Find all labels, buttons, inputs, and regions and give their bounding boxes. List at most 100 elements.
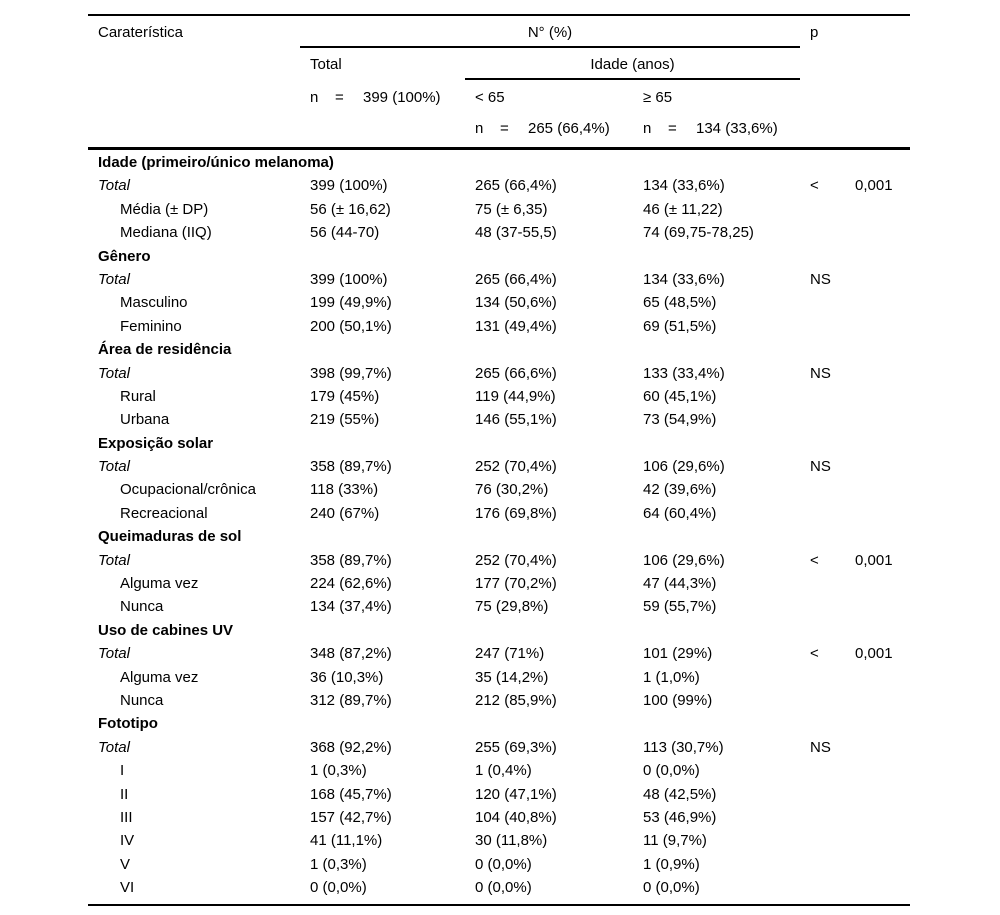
table-header: Caraterística N° (%) p Total Idade (anos… [88, 14, 910, 150]
cell-total: 1 (0,3%) [310, 855, 367, 873]
cell-lt65: 119 (44,9%) [475, 387, 556, 405]
p-value: NS [810, 458, 831, 476]
row-label: VI [120, 879, 135, 897]
cell-ge65: 42 (39,6%) [643, 481, 717, 499]
cell-ge65: 106 (29,6%) [643, 458, 725, 476]
cell-total: 41 (11,1%) [310, 832, 383, 850]
p-sign: < [810, 177, 819, 195]
p-value: 0,001 [855, 551, 893, 569]
p-value: 0,001 [855, 645, 893, 663]
cell-p-value [810, 291, 910, 314]
cell-lt65: 75 (29,8%) [475, 598, 549, 616]
p-value: 0,001 [855, 177, 893, 195]
row-label: Mediana (IIQ) [120, 224, 212, 242]
cell-lt65: 48 (37-55,5) [475, 224, 557, 242]
table-row: Total 399 (100%) 265 (66,4%) 134 (33,6%) NS [88, 268, 910, 291]
cell-lt65: 131 (49,4%) [475, 317, 557, 335]
cell-lt65: 176 (69,8%) [475, 504, 557, 522]
table-row: Média (± DP) 56 (± 16,62) 75 (± 6,35) 46 (±… [88, 198, 910, 221]
table-row: V 1 (0,3%) 0 (0,0%) 1 (0,9%) [88, 853, 910, 876]
lt65-n-symbol: n [475, 120, 484, 137]
row-label: Ocupacional/crônica [120, 481, 256, 499]
row-label: Masculino [120, 294, 188, 312]
cell-total: 358 (89,7%) [310, 551, 392, 569]
cell-lt65: 1 (0,4%) [475, 762, 532, 780]
col-header-p: p [810, 24, 819, 41]
cell-p-value [810, 876, 910, 899]
cell-total: 56 (± 16,62) [310, 200, 391, 218]
cell-total: 368 (92,2%) [310, 738, 392, 756]
cell-lt65: 146 (55,1%) [475, 411, 557, 429]
cell-total: 36 (10,3%) [310, 668, 384, 686]
table-row: Total 399 (100%) 265 (66,4%) 134 (33,6%) <0,… [88, 174, 910, 197]
cell-ge65: 74 (69,75-78,25) [643, 224, 754, 242]
cell-lt65: 76 (30,2%) [475, 481, 549, 499]
row-label: Nunca [120, 598, 164, 616]
cell-ge65: 59 (55,7%) [643, 598, 717, 616]
cell-total: 399 (100%) [310, 270, 388, 288]
cell-total: 398 (99,7%) [310, 364, 392, 382]
cell-lt65: 30 (11,8%) [475, 832, 548, 850]
section-title: Uso de cabines UV [98, 621, 234, 639]
cell-lt65: 265 (66,4%) [475, 177, 557, 195]
cell-ge65: 133 (33,4%) [643, 364, 725, 382]
cell-p-value: NS [810, 736, 910, 759]
row-label: Feminino [120, 317, 182, 335]
table-row: Total 358 (89,7%) 252 (70,4%) 106 (29,6%) NS [88, 455, 910, 478]
cell-ge65: 46 (± 11,22) [643, 200, 723, 218]
cell-lt65: 252 (70,4%) [475, 458, 557, 476]
row-label: II [120, 785, 129, 803]
cell-total: 358 (89,7%) [310, 458, 392, 476]
cell-lt65: 177 (70,2%) [475, 575, 557, 593]
row-label: Total [98, 177, 130, 195]
row-label: III [120, 808, 133, 826]
cell-ge65: 100 (99%) [643, 691, 713, 709]
cell-p-value [810, 853, 910, 876]
col-header-characteristic: Caraterística [98, 24, 184, 41]
row-label: Nunca [120, 691, 164, 709]
cell-p-value [810, 759, 910, 782]
cell-total: 240 (67%) [310, 504, 380, 522]
cell-p-value: NS [810, 362, 910, 385]
cell-ge65: 47 (44,3%) [643, 575, 717, 593]
cell-p-value [810, 666, 910, 689]
cell-ge65: 0 (0,0%) [643, 762, 700, 780]
cell-lt65: 265 (66,6%) [475, 364, 557, 382]
cell-total: 168 (45,7%) [310, 785, 392, 803]
cell-ge65: 106 (29,6%) [643, 551, 725, 569]
rule-under-idade-anos [465, 78, 800, 80]
table-row: Rural 179 (45%) 119 (44,9%) 60 (45,1%) [88, 385, 910, 408]
table-body: Idade (primeiro/único melanoma) Total 399 … [88, 150, 910, 906]
p-sign: < [810, 551, 819, 569]
cell-lt65: 104 (40,8%) [475, 808, 557, 826]
cell-ge65: 11 (9,7%) [643, 832, 707, 850]
cell-ge65: 73 (54,9%) [643, 411, 717, 429]
table-row: I 1 (0,3%) 1 (0,4%) 0 (0,0%) [88, 759, 910, 782]
cell-total: 134 (37,4%) [310, 598, 392, 616]
row-label: Total [98, 645, 130, 663]
table-row: Nunca 134 (37,4%) 75 (29,8%) 59 (55,7%) [88, 595, 910, 618]
p-value: NS [810, 270, 831, 288]
cell-total: 199 (49,9%) [310, 294, 392, 312]
cell-ge65: 48 (42,5%) [643, 785, 717, 803]
cell-p-value [810, 783, 910, 806]
col-header-n-pct: N° (%) [527, 24, 573, 41]
cell-total: 219 (55%) [310, 411, 380, 429]
table-row: Alguma vez 36 (10,3%) 35 (14,2%) 1 (1,0%) [88, 666, 910, 689]
rule-under-n-pct [300, 46, 800, 48]
section-title: Fototipo [98, 715, 158, 733]
table-row: IV 41 (11,1%) 30 (11,8%) 11 (9,7%) [88, 829, 910, 852]
row-label: Recreacional [120, 504, 208, 522]
ge65-n-equals: = [668, 120, 677, 137]
cell-total: 0 (0,0%) [310, 879, 367, 897]
cell-ge65: 53 (46,9%) [643, 808, 717, 826]
table-row: Alguma vez 224 (62,6%) 177 (70,2%) 47 (44,3… [88, 572, 910, 595]
row-label: Total [98, 458, 130, 476]
row-label: Total [98, 738, 130, 756]
cell-lt65: 212 (85,9%) [475, 691, 557, 709]
row-label: Total [98, 270, 130, 288]
cell-ge65: 101 (29%) [643, 645, 713, 663]
cell-ge65: 0 (0,0%) [643, 879, 700, 897]
ge65-n-value: 134 (33,6%) [696, 120, 778, 137]
cell-p-value: <0,001 [810, 549, 910, 572]
